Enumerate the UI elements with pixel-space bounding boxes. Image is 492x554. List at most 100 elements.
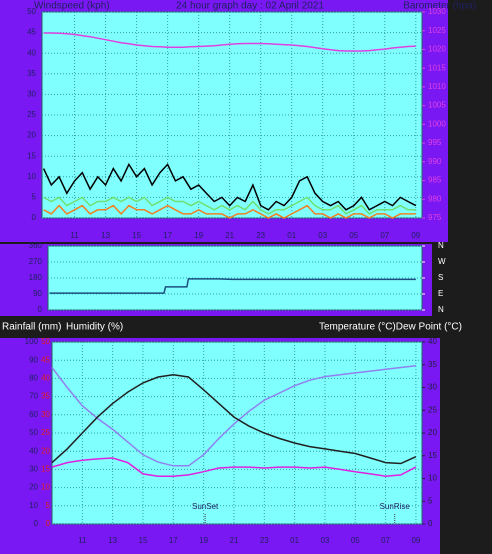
x-tick-label: 17 xyxy=(163,231,172,240)
series-line xyxy=(51,457,417,477)
x-tick-label: 05 xyxy=(349,231,358,240)
y-tick-label: 10 xyxy=(29,501,38,510)
y2-axis-label: Temperature (°C)Dew Point (°C) xyxy=(319,322,462,333)
y2-tick-label: 1030 xyxy=(428,7,446,16)
y-tick-label: 15 xyxy=(27,151,36,160)
x-tick-label: 03 xyxy=(320,536,329,545)
series-line xyxy=(43,196,416,215)
chart-title: 24 hour graph day : 02 April 2021 xyxy=(176,1,324,12)
y-tick-label: 20 xyxy=(29,483,38,492)
x-tick-label: 21 xyxy=(230,536,239,545)
y2-tick-label: 10 xyxy=(428,474,437,483)
y2-tick-label: 40 xyxy=(428,337,437,346)
y3-tick-label: 15 xyxy=(41,465,50,474)
x-tick-label: 01 xyxy=(287,231,296,240)
x-tick-label: 11 xyxy=(70,231,79,240)
y3-tick-label: 0 xyxy=(46,519,51,528)
y2-tick-label: W xyxy=(438,257,446,266)
y3-tick-label: 35 xyxy=(41,392,50,401)
y-tick-label: 90 xyxy=(33,289,42,298)
y-tick-label: 5 xyxy=(32,193,37,202)
x-tick-label: 21 xyxy=(225,231,234,240)
x-tick-label: 07 xyxy=(380,231,389,240)
x-tick-label: 23 xyxy=(260,536,269,545)
x-tick-label: 03 xyxy=(318,231,327,240)
series-line xyxy=(51,364,416,467)
y3-tick-label: 30 xyxy=(41,410,50,419)
y-tick-label: 30 xyxy=(27,90,36,99)
x-tick-label: 17 xyxy=(169,536,178,545)
y-tick-label: 50 xyxy=(27,7,36,16)
x-tick-label: 07 xyxy=(381,536,390,545)
x-tick-label: 11 xyxy=(78,536,87,545)
y-tick-label: 10 xyxy=(27,172,36,181)
y-tick-label: 25 xyxy=(27,110,36,119)
y-axis-label: Windspeed (kph) xyxy=(34,1,110,12)
y-tick-label: 360 xyxy=(29,241,43,250)
y-tick-label: 30 xyxy=(29,465,38,474)
y3-tick-label: 50 xyxy=(41,337,50,346)
y-tick-label: 80 xyxy=(29,374,38,383)
y-axis-label: Humidity (%) xyxy=(66,322,123,333)
y-tick-label: 0 xyxy=(38,305,43,314)
x-tick-label: 13 xyxy=(101,231,110,240)
x-tick-label: 13 xyxy=(108,536,117,545)
series-line xyxy=(42,162,417,211)
y2-tick-label: 1020 xyxy=(428,45,446,54)
annotation: SunSet xyxy=(192,502,219,511)
y2-tick-label: 1005 xyxy=(428,101,446,110)
y-tick-label: 40 xyxy=(29,446,38,455)
y3-tick-label: 45 xyxy=(41,355,50,364)
y2-tick-label: N xyxy=(438,305,444,314)
y-tick-label: 100 xyxy=(25,337,39,346)
y-tick-label: 20 xyxy=(27,131,36,140)
y-tick-label: 0 xyxy=(32,213,37,222)
y2-tick-label: E xyxy=(438,289,443,298)
y3-tick-label: 10 xyxy=(41,483,50,492)
y2-tick-label: 20 xyxy=(428,428,437,437)
y3-tick-label: 20 xyxy=(41,446,50,455)
y2-tick-label: 1000 xyxy=(428,119,446,128)
y-tick-label: 45 xyxy=(27,28,36,37)
x-tick-label: 05 xyxy=(351,536,360,545)
y-tick-label: 90 xyxy=(29,355,38,364)
series-line xyxy=(43,32,416,52)
x-tick-label: 01 xyxy=(290,536,299,545)
x-tick-label: 19 xyxy=(194,231,203,240)
series-line xyxy=(49,278,416,294)
y3-tick-label: 5 xyxy=(46,501,51,510)
y-tick-label: 35 xyxy=(27,69,36,78)
y2-tick-label: 1010 xyxy=(428,82,446,91)
y2-tick-label: 30 xyxy=(428,383,437,392)
y2-tick-label: 985 xyxy=(428,176,442,185)
y2-axis-label: Barometer (hpa) xyxy=(403,1,476,12)
y2-tick-label: S xyxy=(438,273,443,282)
y-tick-label: 60 xyxy=(29,410,38,419)
y-tick-label: 180 xyxy=(29,273,43,282)
plot-area xyxy=(51,341,423,525)
y2-tick-label: 1015 xyxy=(428,63,446,72)
x-tick-label: 23 xyxy=(256,231,265,240)
y2-tick-label: 980 xyxy=(428,194,442,203)
y2-tick-label: 25 xyxy=(428,405,437,414)
y2-tick-label: N xyxy=(438,241,444,250)
annotation: SunRise xyxy=(380,502,411,511)
y2-tick-label: 995 xyxy=(428,138,442,147)
y2-tick-label: 5 xyxy=(428,496,433,505)
y-tick-label: 70 xyxy=(29,392,38,401)
y2-tick-label: 35 xyxy=(428,360,437,369)
y2-tick-label: 1025 xyxy=(428,26,446,35)
series-line xyxy=(51,374,417,465)
x-tick-label: 15 xyxy=(132,231,141,240)
series-line xyxy=(43,204,416,219)
x-tick-label: 09 xyxy=(411,536,420,545)
x-tick-label: 09 xyxy=(411,231,420,240)
y3-axis-label: Rainfall (mm) xyxy=(2,322,61,333)
y-tick-label: 50 xyxy=(29,428,38,437)
y2-tick-label: 975 xyxy=(428,213,442,222)
x-tick-label: 19 xyxy=(199,536,208,545)
y3-tick-label: 40 xyxy=(41,374,50,383)
y-tick-label: 0 xyxy=(34,519,39,528)
